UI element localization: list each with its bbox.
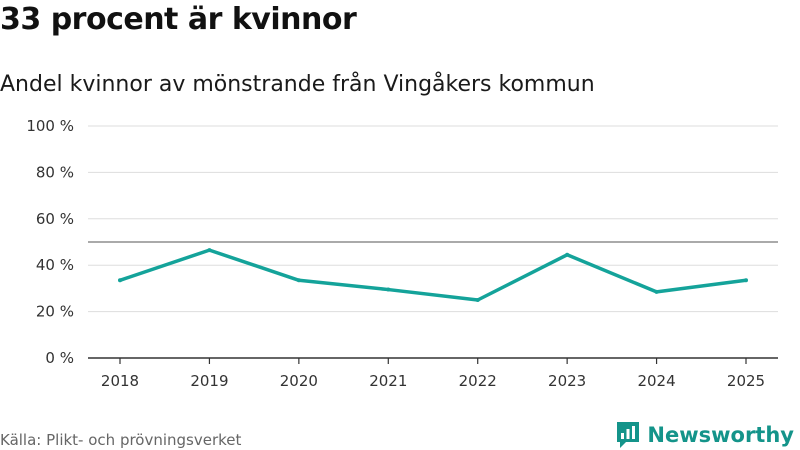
y-tick-label: 20 % [36, 303, 74, 321]
chart-title: 33 procent är kvinnor [0, 2, 357, 37]
x-tick-label: 2022 [459, 372, 497, 390]
x-tick-label: 2020 [280, 372, 318, 390]
y-tick-label: 80 % [36, 163, 74, 181]
grid-lines [88, 125, 778, 313]
data-point [565, 252, 570, 257]
data-point [118, 278, 122, 283]
x-tick-label: 2024 [637, 372, 675, 390]
brand-name: Newsworthy [647, 423, 794, 447]
y-tick-label: 100 % [26, 117, 74, 135]
x-tick-label: 2021 [369, 372, 407, 390]
y-tick-label: 0 % [45, 349, 74, 367]
data-point [654, 289, 659, 294]
bar-chart-icon [617, 422, 640, 448]
data-point [296, 278, 301, 283]
brand-logo[interactable]: Newsworthy [615, 420, 794, 450]
x-tick-label: 2023 [548, 372, 586, 390]
y-tick-label: 40 % [36, 256, 74, 274]
x-tick-label: 2025 [727, 372, 765, 390]
x-axis: 2018 2019 2020 2021 2022 2023 2024 2025 [88, 357, 778, 390]
y-tick-label: 60 % [36, 210, 74, 228]
data-point [744, 278, 748, 283]
y-axis-ticks: 0 % 20 % 40 % 60 % 80 % 100 % [26, 117, 74, 367]
x-tick-label: 2018 [101, 372, 139, 390]
series-layer [118, 248, 748, 302]
source-note: Källa: Plikt- och prövningsverket [0, 431, 242, 449]
chart-subtitle: Andel kvinnor av mönstrande från Vingåke… [0, 72, 595, 97]
data-point [386, 287, 391, 292]
x-tick-label: 2019 [190, 372, 228, 390]
series-line [118, 248, 748, 302]
data-point [207, 248, 212, 253]
data-point [475, 298, 480, 302]
